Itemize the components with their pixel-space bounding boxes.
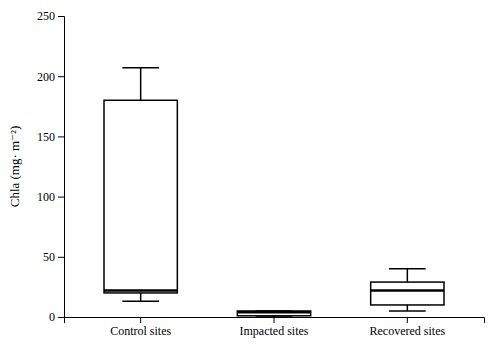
tick: Control sites [110,317,171,338]
tick: 150 [37,130,64,144]
tick-label: 0 [49,310,55,324]
tick-mark [58,317,64,318]
tick-label: 100 [37,190,55,204]
median [237,311,310,314]
tick-mark [58,257,64,258]
box-group [371,269,444,311]
box [104,100,177,293]
tick: 0 [49,310,64,324]
box-group [104,68,177,302]
tick: Impacted sites [240,317,309,338]
tick: 250 [37,9,64,23]
tick-label: 250 [37,9,55,23]
box [237,311,310,316]
tick-label: 50 [43,250,55,264]
chart: 0 50 100 150 200 250 Control sites Impacted sit… [0,0,500,353]
tick: 100 [37,190,64,204]
whisker-cap [389,268,426,270]
tick-label: 200 [37,70,55,84]
axis-line [58,17,65,318]
median [104,289,177,292]
whisker [140,293,142,301]
tick-mark [58,197,64,198]
axis-title: Chla (mg· m⁻²) [7,126,22,208]
y-axis: 0 50 100 150 200 250 [37,9,65,324]
plot: 0 50 100 150 200 250 Control sites Impacted sit… [37,9,485,337]
tick-mark [274,317,275,323]
tick-mark [58,76,64,77]
x-axis: Control sites Impacted sites Recovered sit… [65,317,485,338]
whisker [407,305,409,311]
tick-mark [140,317,141,323]
tick-mark [58,16,64,17]
median [371,289,444,292]
whisker [407,269,409,282]
whisker-cap [389,310,426,312]
whisker-cap [122,301,159,303]
box [371,282,444,305]
whisker [140,68,142,101]
whisker-cap [122,67,159,69]
tick: 50 [43,250,64,264]
tick-label: Recovered sites [370,324,446,338]
tick-label: Control sites [110,324,171,338]
tick-mark [407,317,408,323]
axis-line [65,318,485,324]
tick-label: Impacted sites [240,324,309,338]
tick-mark [58,136,64,137]
tick: 200 [37,70,64,84]
boxes [104,68,444,317]
tick-label: 150 [37,130,55,144]
tick: Recovered sites [370,317,446,338]
box-group [237,311,310,317]
